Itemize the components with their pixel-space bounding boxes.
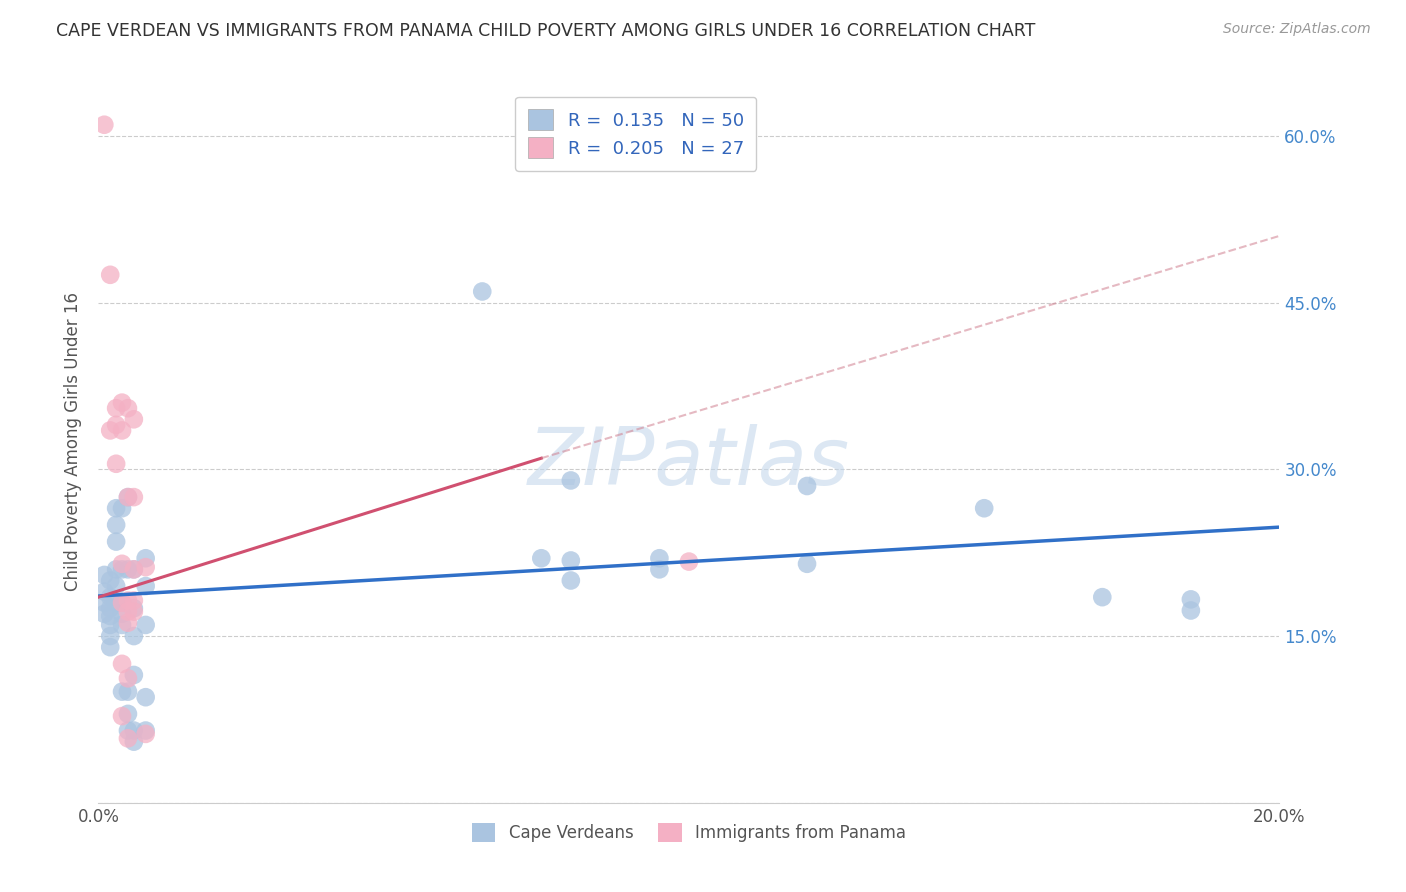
Point	[471, 285, 494, 299]
Point	[560, 574, 582, 588]
Point	[93, 596, 115, 610]
Point	[117, 490, 139, 504]
Point	[122, 668, 145, 682]
Point	[98, 618, 121, 632]
Point	[135, 579, 157, 593]
Point	[111, 501, 134, 516]
Point	[98, 629, 121, 643]
Point	[105, 401, 128, 416]
Point	[117, 671, 139, 685]
Point	[93, 568, 115, 582]
Point	[105, 579, 128, 593]
Legend: Cape Verdeans, Immigrants from Panama: Cape Verdeans, Immigrants from Panama	[465, 816, 912, 848]
Point	[122, 605, 145, 619]
Point	[117, 723, 139, 738]
Point	[98, 640, 121, 655]
Point	[1180, 592, 1202, 607]
Point	[530, 551, 553, 566]
Point	[135, 618, 157, 632]
Point	[117, 684, 139, 698]
Point	[122, 734, 145, 748]
Point	[111, 596, 134, 610]
Point	[117, 562, 139, 576]
Point	[122, 562, 145, 576]
Point	[111, 596, 134, 610]
Point	[111, 557, 134, 571]
Point	[648, 562, 671, 576]
Point	[135, 727, 157, 741]
Point	[98, 590, 121, 604]
Point	[105, 596, 128, 610]
Point	[135, 690, 157, 705]
Point	[93, 584, 115, 599]
Point	[93, 118, 115, 132]
Text: ZIPatlas: ZIPatlas	[527, 425, 851, 502]
Point	[117, 706, 139, 721]
Point	[560, 474, 582, 488]
Point	[117, 490, 139, 504]
Point	[122, 490, 145, 504]
Point	[135, 723, 157, 738]
Point	[111, 562, 134, 576]
Point	[648, 551, 671, 566]
Point	[105, 562, 128, 576]
Point	[111, 395, 134, 409]
Point	[93, 607, 115, 621]
Point	[135, 560, 157, 574]
Point	[98, 424, 121, 438]
Point	[111, 607, 134, 621]
Point	[111, 684, 134, 698]
Point	[122, 629, 145, 643]
Point	[105, 501, 128, 516]
Point	[1180, 603, 1202, 617]
Point	[117, 605, 139, 619]
Point	[135, 551, 157, 566]
Point	[122, 593, 145, 607]
Point	[98, 601, 121, 615]
Point	[98, 268, 121, 282]
Point	[98, 574, 121, 588]
Text: Source: ZipAtlas.com: Source: ZipAtlas.com	[1223, 22, 1371, 37]
Point	[796, 557, 818, 571]
Point	[122, 562, 145, 576]
Point	[111, 618, 134, 632]
Point	[105, 517, 128, 532]
Point	[98, 609, 121, 624]
Text: CAPE VERDEAN VS IMMIGRANTS FROM PANAMA CHILD POVERTY AMONG GIRLS UNDER 16 CORREL: CAPE VERDEAN VS IMMIGRANTS FROM PANAMA C…	[56, 22, 1036, 40]
Point	[105, 534, 128, 549]
Point	[117, 615, 139, 630]
Point	[973, 501, 995, 516]
Y-axis label: Child Poverty Among Girls Under 16: Child Poverty Among Girls Under 16	[65, 292, 83, 591]
Point	[122, 412, 145, 426]
Point	[117, 731, 139, 746]
Point	[122, 723, 145, 738]
Point	[111, 424, 134, 438]
Point	[111, 709, 134, 723]
Point	[122, 601, 145, 615]
Point	[111, 657, 134, 671]
Point	[796, 479, 818, 493]
Point	[678, 555, 700, 569]
Point	[117, 401, 139, 416]
Point	[117, 593, 139, 607]
Point	[105, 457, 128, 471]
Point	[1091, 590, 1114, 604]
Point	[560, 553, 582, 567]
Point	[105, 417, 128, 432]
